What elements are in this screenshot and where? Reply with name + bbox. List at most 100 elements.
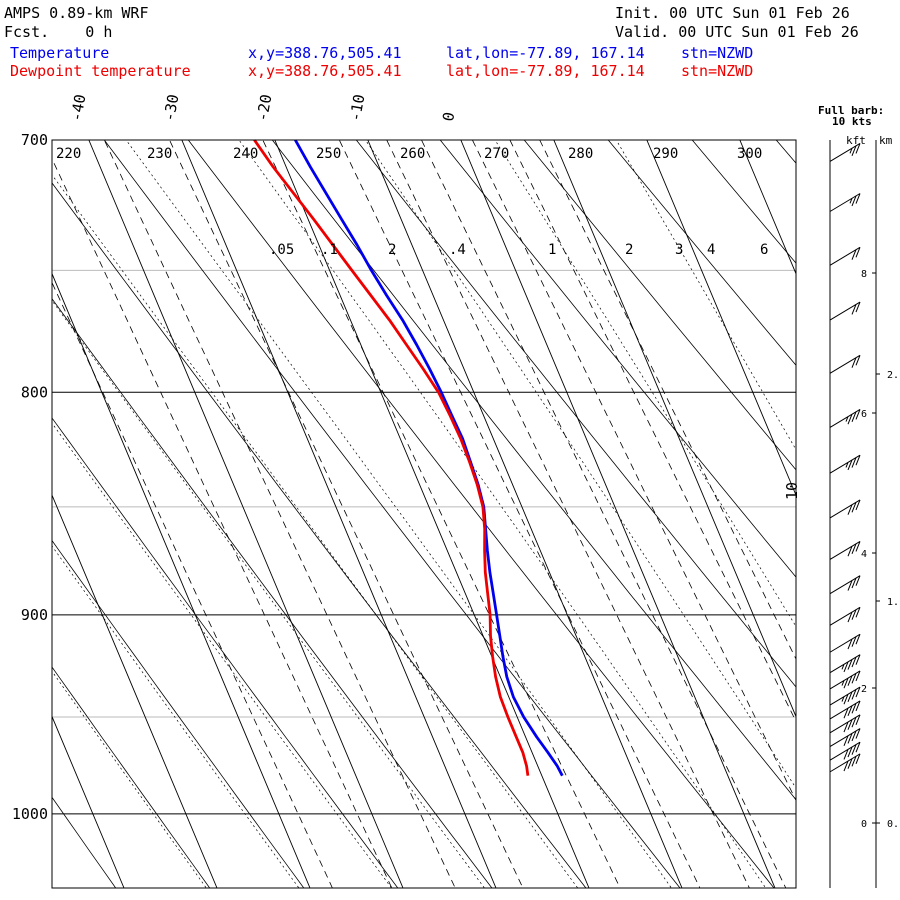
wind-legend-title: Full barb: xyxy=(818,104,884,117)
kft-tick-label: 6 xyxy=(861,409,867,420)
temperature-label: 0 xyxy=(439,111,458,123)
wind-barb xyxy=(829,728,861,748)
temperature-label: -30 xyxy=(160,93,182,123)
km-tick-label: 0. xyxy=(887,819,899,830)
dry-adiabat xyxy=(607,140,796,366)
wind-barb xyxy=(829,753,861,773)
moist-adiabat xyxy=(52,422,392,888)
isotherm xyxy=(52,272,311,888)
legend-dewpoint-latlon: lat,lon=-77.89, 167.14 xyxy=(446,62,645,80)
mixing-ratio-label: .05 xyxy=(269,242,294,258)
wind-barb xyxy=(829,654,861,674)
isotherm xyxy=(553,140,796,718)
wind-barb xyxy=(829,714,861,734)
dry-adiabat xyxy=(52,417,399,888)
mixing-ratio-line xyxy=(169,140,524,888)
pressure-label: 800 xyxy=(21,383,48,401)
km-label: km xyxy=(879,134,893,147)
mixing-ratio-line xyxy=(103,140,456,888)
wind-barb xyxy=(829,301,861,321)
wind-legend-subtitle: 10 kts xyxy=(832,115,872,128)
wind-barb xyxy=(829,354,861,374)
theta-label: 300 xyxy=(737,146,762,162)
isotherm xyxy=(52,715,125,888)
moist-adiabat xyxy=(494,140,796,628)
mixing-ratio-label: 2 xyxy=(388,242,396,258)
isotherm xyxy=(367,140,683,888)
km-tick-label: 2. xyxy=(887,370,899,381)
legend-temp-name: Temperature xyxy=(10,44,110,62)
theta-label: 280 xyxy=(568,146,593,162)
dewpoint-line xyxy=(253,139,530,776)
mixing-ratio-label: 6 xyxy=(760,242,768,258)
dry-adiabat xyxy=(439,140,796,578)
mixing-ratio-line xyxy=(338,140,701,888)
legend-dewpoint-stn: stn=NZWD xyxy=(681,62,754,80)
mixing-ratio-line xyxy=(52,281,333,888)
mixing-ratio-line xyxy=(509,140,796,723)
dry-adiabat xyxy=(52,298,493,888)
mixing-ratio-label: .1 xyxy=(321,242,338,258)
wind-barb xyxy=(829,143,861,162)
mixing-ratio-label: .4 xyxy=(449,242,466,258)
wind-barb xyxy=(829,670,861,690)
mixing-ratio-line xyxy=(421,140,787,888)
theta-label: 230 xyxy=(147,146,172,162)
wind-barb xyxy=(829,686,861,706)
model-title: AMPS 0.89-km WRF xyxy=(4,4,149,22)
moist-adiabat xyxy=(52,545,300,888)
dry-adiabat xyxy=(103,140,681,888)
isotherm xyxy=(646,140,796,497)
legend-temp-latlon: lat,lon=-77.89, 167.14 xyxy=(446,44,645,62)
theta-label: 290 xyxy=(653,146,678,162)
isotherm xyxy=(274,140,590,888)
side-label: 10 xyxy=(783,482,801,500)
kft-label: kft xyxy=(846,134,866,147)
isotherm xyxy=(460,140,776,888)
mixing-ratio-line xyxy=(471,140,796,802)
theta-label: 270 xyxy=(484,146,509,162)
moist-adiabat xyxy=(125,140,672,888)
temperature-label: -40 xyxy=(67,93,89,123)
kft-tick-label: 4 xyxy=(861,549,867,560)
moist-adiabat xyxy=(52,300,485,888)
valid-time: Valid. 00 UTC Sun 01 Feb 26 xyxy=(615,23,859,41)
wind-barb xyxy=(829,193,861,212)
isotherm xyxy=(739,140,796,275)
wind-barb xyxy=(829,633,861,653)
kft-tick-label: 8 xyxy=(861,269,867,280)
dry-adiabat xyxy=(691,140,796,264)
mixing-ratio-line xyxy=(386,140,750,888)
mixing-ratio-line xyxy=(539,140,796,660)
wind-barb xyxy=(829,541,861,560)
pressure-label: 1000 xyxy=(12,805,48,823)
forecast-hour: Fcst. 0 h xyxy=(4,23,113,41)
isotherm xyxy=(833,140,900,888)
isotherm xyxy=(88,140,404,888)
legend-temp-xy: x,y=388.76,505.41 xyxy=(248,44,402,62)
legend-temp-stn: stn=NZWD xyxy=(681,44,754,62)
wind-barb xyxy=(829,741,861,761)
dry-adiabat xyxy=(271,140,796,801)
wind-barb xyxy=(829,454,861,474)
legend-dewpoint-name: Dewpoint temperature xyxy=(10,62,191,80)
wind-barb xyxy=(829,700,861,720)
pressure-label: 700 xyxy=(21,131,48,149)
dry-adiabat xyxy=(52,666,211,888)
kft-tick-label: 2 xyxy=(861,684,867,695)
plot-frame xyxy=(51,139,797,889)
wind-barb xyxy=(829,408,861,428)
theta-label: 240 xyxy=(233,146,258,162)
init-time: Init. 00 UTC Sun 01 Feb 26 xyxy=(615,4,850,22)
mixing-ratio-label: 2 xyxy=(625,242,633,258)
dry-adiabat xyxy=(523,140,796,471)
dry-adiabat xyxy=(187,140,775,888)
theta-label: 260 xyxy=(400,146,425,162)
theta-label: 250 xyxy=(316,146,341,162)
moist-adiabat xyxy=(364,140,796,789)
dry-adiabat xyxy=(52,182,587,888)
temperature-label: -10 xyxy=(346,93,368,123)
mixing-ratio-label: 3 xyxy=(675,242,683,258)
